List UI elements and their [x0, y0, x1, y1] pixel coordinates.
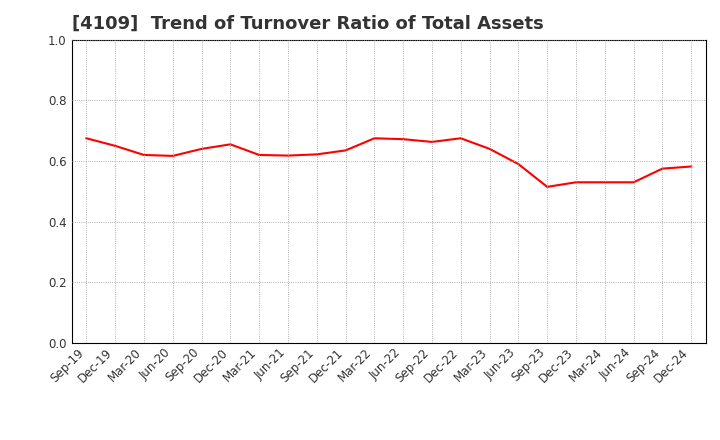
Text: [4109]  Trend of Turnover Ratio of Total Assets: [4109] Trend of Turnover Ratio of Total …	[72, 15, 544, 33]
